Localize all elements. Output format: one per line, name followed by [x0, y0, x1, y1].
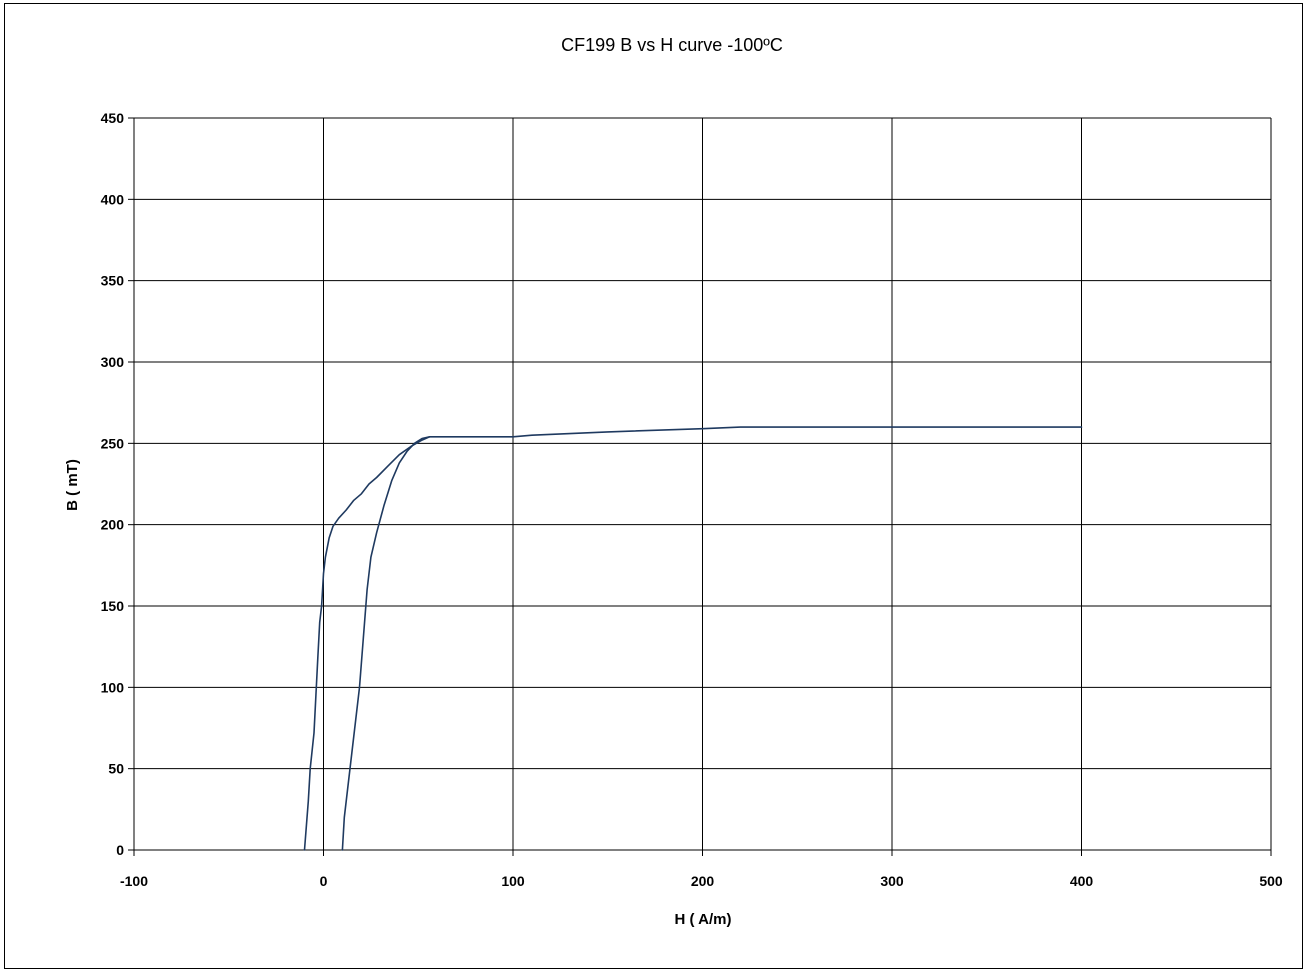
curves — [303, 426, 1083, 851]
y-tick-labels: 0 50 100 150 200 250 300 350 400 450 — [101, 110, 125, 858]
y-tick-label: 0 — [116, 842, 124, 858]
y-tick-label: 400 — [101, 191, 125, 207]
y-tick-label: 100 — [101, 679, 125, 695]
x-tick-label: 200 — [691, 873, 715, 889]
grid — [128, 117, 1272, 856]
x-tick-label: 300 — [880, 873, 904, 889]
y-tick-label: 200 — [101, 517, 125, 533]
y-tick-label: 300 — [101, 354, 125, 370]
x-tick-label: 100 — [501, 873, 525, 889]
y-tick-label: 150 — [101, 598, 125, 614]
bh-curve-series-2 — [341, 436, 431, 851]
x-tick-labels: -100 0 100 200 300 400 500 — [120, 873, 1283, 889]
x-axis-label: H ( A/m) — [675, 911, 732, 928]
y-tick-label: 50 — [108, 761, 124, 777]
chart-title: CF199 B vs H curve -100ºC — [561, 35, 783, 55]
chart-frame — [4, 3, 1303, 969]
y-tick-label: 350 — [101, 273, 125, 289]
y-tick-label: 250 — [101, 435, 125, 451]
y-tick-label: 450 — [101, 110, 125, 126]
bh-curve-series-1 — [303, 426, 1083, 851]
x-tick-label: 400 — [1070, 873, 1094, 889]
y-axis-label: B ( mT) — [64, 459, 81, 511]
x-tick-label: 0 — [320, 873, 328, 889]
x-tick-label: -100 — [120, 873, 148, 889]
x-tick-label: 500 — [1259, 873, 1283, 889]
